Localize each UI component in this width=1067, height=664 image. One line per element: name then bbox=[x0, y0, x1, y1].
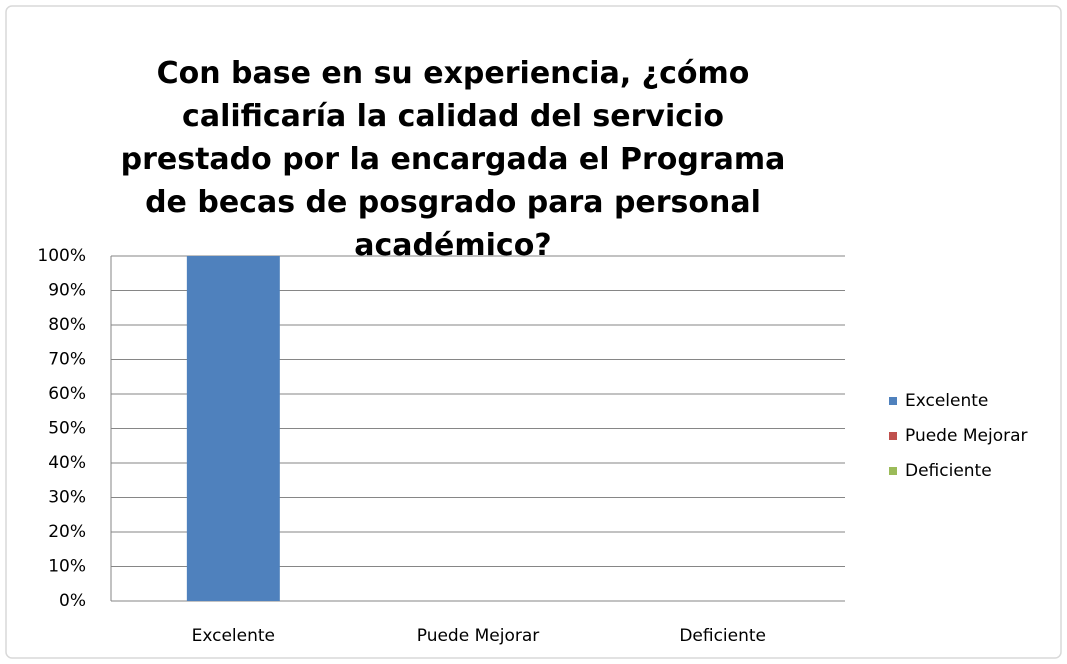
bar bbox=[186, 256, 280, 601]
legend-swatch bbox=[889, 432, 897, 440]
y-tick-label: 50% bbox=[48, 419, 86, 439]
y-tick-label: 80% bbox=[48, 315, 86, 335]
legend-swatch bbox=[889, 397, 897, 405]
x-tick-label: Excelente bbox=[192, 626, 275, 646]
y-tick-label: 20% bbox=[48, 522, 86, 542]
legend-swatch bbox=[889, 467, 897, 475]
y-tick-label: 30% bbox=[48, 488, 86, 508]
legend-label: Excelente bbox=[905, 391, 988, 411]
y-tick-label: 70% bbox=[48, 350, 86, 370]
y-tick-label: 40% bbox=[48, 453, 86, 473]
legend-label: Deficiente bbox=[905, 461, 992, 481]
x-tick-label: Deficiente bbox=[679, 626, 766, 646]
y-tick-label: 0% bbox=[59, 591, 86, 611]
y-tick-label: 90% bbox=[48, 281, 86, 301]
x-tick-label: Puede Mejorar bbox=[417, 626, 540, 646]
y-tick-label: 10% bbox=[48, 557, 86, 577]
y-tick-label: 100% bbox=[37, 246, 86, 266]
legend-label: Puede Mejorar bbox=[905, 426, 1028, 446]
chart-title: Con base en su experiencia, ¿cómo califi… bbox=[120, 56, 786, 263]
y-tick-label: 60% bbox=[48, 384, 86, 404]
